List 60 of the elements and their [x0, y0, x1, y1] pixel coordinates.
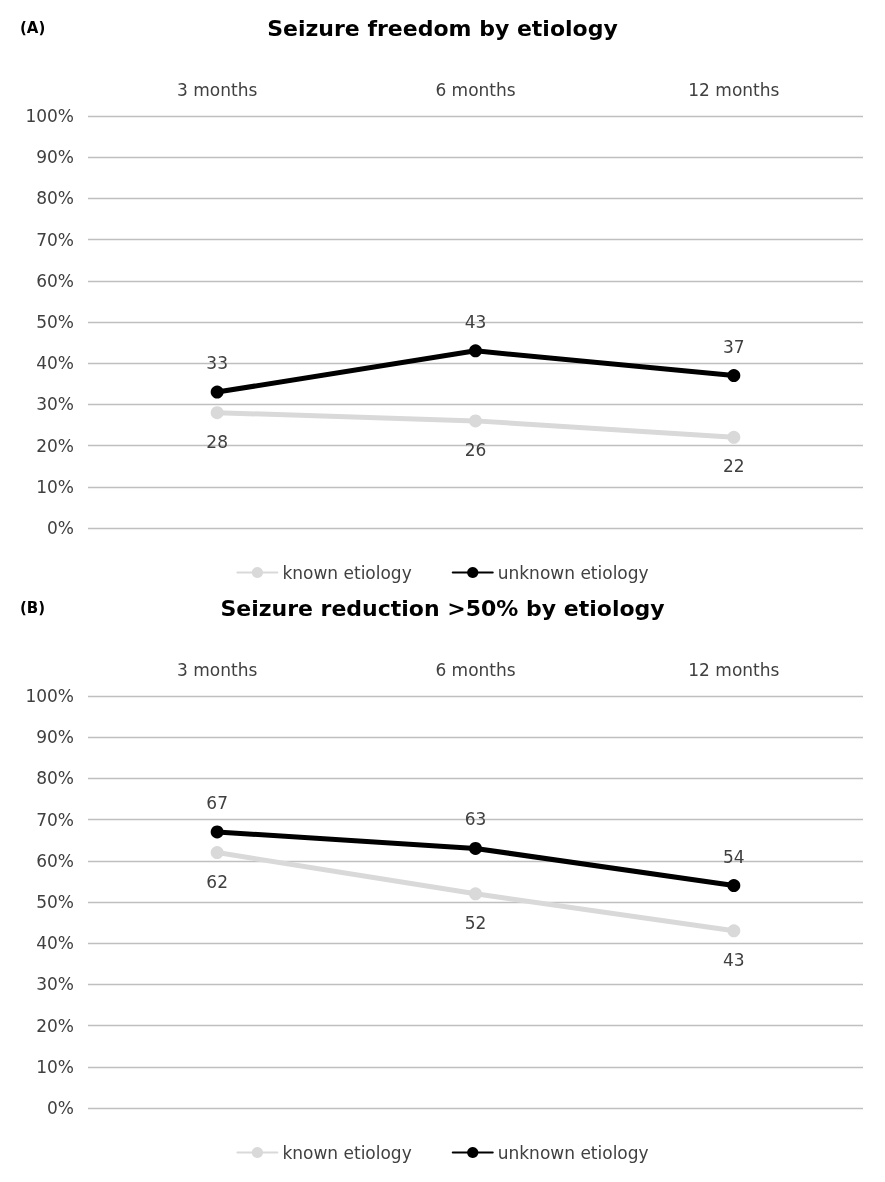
x-tick-label: 3 months [177, 659, 258, 680]
point [210, 846, 224, 860]
y-tick-label: 80% [36, 188, 74, 209]
y-tick-label: 80% [36, 768, 74, 789]
data-label: 43 [464, 311, 487, 332]
y-tick-label: 60% [36, 850, 74, 871]
y-tick-label: 10% [36, 1056, 74, 1077]
data-label: 28 [206, 431, 228, 452]
x-tick-label: 6 months [435, 659, 516, 680]
data-label: 54 [723, 846, 745, 867]
y-tick-label: 20% [36, 435, 74, 456]
y-tick-label: 50% [36, 892, 74, 912]
point [210, 825, 224, 839]
data-label: 52 [464, 912, 487, 933]
y-tick-label: 90% [36, 727, 74, 748]
chart-title: Seizure reduction >50% by etiology [220, 595, 665, 621]
y-tick-label: 40% [36, 933, 74, 954]
point [210, 385, 224, 399]
y-tick-label: 0% [47, 1098, 74, 1118]
data-label: 63 [464, 809, 487, 830]
text: (A) [20, 18, 46, 37]
y-tick-label: 0% [47, 518, 74, 538]
y-tick-label: 70% [36, 229, 74, 250]
y-tick-label: 40% [36, 353, 74, 374]
legend-label: unknown etiology [497, 562, 649, 583]
point [727, 879, 741, 893]
y-tick-label: 50% [36, 312, 74, 332]
y-tick-label: 20% [36, 1015, 74, 1036]
legend-label: known etiology [282, 562, 412, 583]
data-label: 26 [464, 439, 487, 460]
legend-label: unknown etiology [497, 1142, 649, 1163]
point [469, 414, 482, 428]
point [210, 406, 224, 420]
point [469, 887, 482, 901]
x-tick-label: 12 months [688, 659, 780, 680]
data-label: 22 [723, 456, 745, 477]
data-label: 67 [206, 792, 228, 813]
point [469, 344, 482, 358]
point [469, 841, 482, 855]
y-tick-label: 70% [36, 809, 74, 830]
x-tick-label: 3 months [177, 79, 258, 100]
data-label: 37 [723, 336, 745, 357]
y-tick-label: 90% [36, 147, 74, 168]
y-tick-label: 30% [36, 974, 74, 995]
legend-label: known etiology [282, 1142, 412, 1163]
y-tick-label: 30% [36, 394, 74, 415]
data-label: 62 [206, 871, 228, 892]
point [727, 369, 741, 383]
data-label: 43 [723, 949, 745, 970]
data-label: 33 [206, 353, 228, 374]
text: (B) [20, 598, 46, 617]
point [727, 430, 741, 444]
chart-title: Seizure freedom by etiology [267, 15, 618, 41]
point [727, 924, 741, 938]
x-tick-label: 6 months [435, 79, 516, 100]
y-tick-label: 10% [36, 476, 74, 497]
y-tick-label: 100% [25, 106, 74, 126]
x-tick-label: 12 months [688, 79, 780, 100]
y-tick-label: 100% [25, 686, 74, 706]
y-tick-label: 60% [36, 270, 74, 291]
